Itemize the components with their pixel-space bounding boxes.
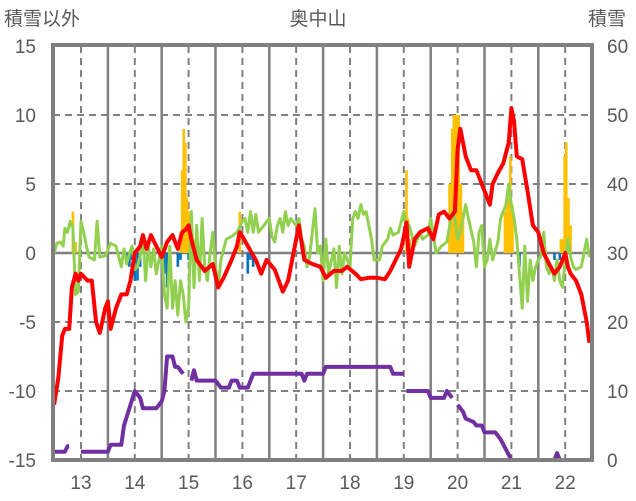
- right-y-tick-label: 10: [607, 382, 628, 403]
- negative-bar: [179, 253, 182, 260]
- positive-bar: [405, 170, 408, 253]
- left-y-tick-label: -15: [9, 451, 36, 472]
- right-axis-label: 積雪: [588, 8, 626, 30]
- left-y-tick-label: -10: [9, 382, 36, 403]
- x-tick-label: 20: [447, 473, 468, 494]
- left-y-tick-label: 15: [15, 37, 36, 58]
- x-tick-label: 18: [339, 473, 360, 494]
- positive-bar: [559, 239, 563, 253]
- negative-bar: [176, 253, 180, 267]
- negative-bar: [249, 253, 252, 260]
- x-tick-label: 15: [178, 473, 199, 494]
- left-y-tick-label: 10: [15, 106, 36, 127]
- right-y-tick-label: 40: [607, 175, 628, 196]
- positive-bar: [457, 115, 460, 253]
- positive-bar: [180, 170, 184, 253]
- right-y-tick-label: 20: [607, 313, 628, 334]
- green-series-line: [52, 182, 591, 324]
- negative-bar: [246, 253, 250, 274]
- positive-bar: [511, 204, 514, 253]
- x-tick-label: 21: [501, 473, 522, 494]
- negative-bar: [128, 253, 131, 267]
- right-y-tick-label: 50: [607, 106, 628, 127]
- x-tick-label: 22: [555, 473, 576, 494]
- red-series-line: [52, 106, 592, 406]
- x-tick-label: 14: [124, 473, 146, 494]
- series-lines: [52, 106, 593, 462]
- positive-bar: [74, 241, 77, 253]
- positive-bar: [561, 239, 565, 253]
- plot-border: [51, 43, 594, 462]
- positive-bar: [182, 128, 186, 253]
- positive-bar: [184, 142, 187, 253]
- positive-bar: [450, 128, 454, 253]
- right-y-tick-label: 60: [607, 37, 628, 58]
- purple-series-line: [54, 354, 593, 462]
- negative-bar: [163, 253, 166, 274]
- chart-title: 奥中山: [289, 8, 346, 30]
- x-tick-label: 19: [393, 473, 414, 494]
- positive-bar: [507, 197, 511, 253]
- right-y-tick-label: 30: [607, 244, 628, 265]
- left-axis-label: 積雪以外: [4, 8, 80, 30]
- negative-bar: [558, 253, 562, 260]
- left-y-tick-label: -5: [19, 313, 36, 334]
- negative-bar: [165, 253, 169, 288]
- right-y-tick-label: 0: [607, 451, 618, 472]
- x-tick-label: 16: [232, 473, 253, 494]
- positive-bar: [459, 184, 463, 253]
- positive-bar: [567, 197, 570, 253]
- positive-bar: [503, 211, 507, 253]
- negative-bar: [553, 253, 556, 260]
- positive-bar: [563, 156, 566, 253]
- left-y-tick-label: 5: [25, 175, 36, 196]
- positive-bar: [461, 211, 465, 253]
- positive-bar: [505, 204, 509, 253]
- negative-bar: [251, 253, 255, 267]
- x-tick-label: 17: [286, 473, 307, 494]
- x-tick-label: 13: [70, 473, 91, 494]
- positive-bar: [569, 225, 572, 253]
- positive-bar: [452, 115, 456, 253]
- positive-bar: [564, 142, 568, 253]
- left-y-tick-label: 0: [25, 244, 36, 265]
